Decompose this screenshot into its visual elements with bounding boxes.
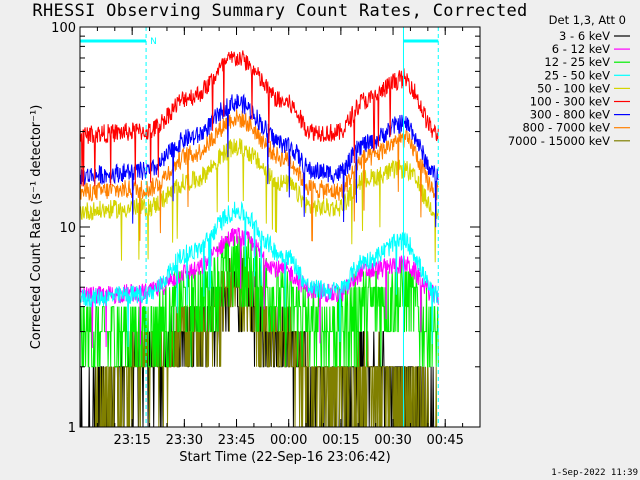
plot-area: N: [79, 27, 480, 428]
legend-entry-0: 3 - 6 keV: [559, 29, 610, 43]
y-tick-label: 1: [68, 421, 76, 436]
x-tick-label: 00:00: [270, 433, 307, 448]
x-tick-label: 00:30: [374, 433, 411, 448]
legend-title: Det 1,3, Att 0: [549, 13, 626, 27]
legend-entry-8: 7000 - 15000 keV: [508, 134, 610, 148]
x-axis-label: Start Time (22-Sep-16 23:06:42): [179, 450, 390, 465]
x-tick-label: 23:15: [113, 433, 150, 448]
y-tick-label: 100: [51, 21, 76, 36]
x-tick-label: 23:30: [166, 433, 203, 448]
series-line-3: [79, 200, 439, 348]
series-line-5: [79, 50, 439, 187]
legend-entry-4: 50 - 100 keV: [537, 81, 610, 95]
legend-entry-5: 100 - 300 keV: [530, 95, 610, 109]
legend-entry-1: 6 - 12 keV: [552, 42, 610, 56]
plot-timestamp: 1-Sep-2022 11:39: [551, 468, 638, 478]
legend-entry-6: 300 - 800 keV: [530, 108, 610, 122]
x-tick-label: 00:15: [322, 433, 359, 448]
legend-entry-2: 12 - 25 keV: [544, 55, 610, 69]
chart-title: RHESSI Observing Summary Count Rates, Co…: [32, 1, 528, 21]
y-axis-label: Corrected Count Rate (s⁻¹ detector⁻¹): [29, 105, 44, 350]
night-label: N: [150, 37, 157, 47]
legend-entry-7: 800 - 7000 keV: [522, 121, 610, 135]
legend-entry-3: 25 - 50 keV: [544, 68, 610, 82]
series-line-2: [79, 236, 439, 368]
y-tick-label: 10: [59, 221, 76, 236]
x-tick-label: 23:45: [218, 433, 255, 448]
series-line-7: [79, 109, 439, 242]
x-tick-label: 00:45: [426, 433, 463, 448]
